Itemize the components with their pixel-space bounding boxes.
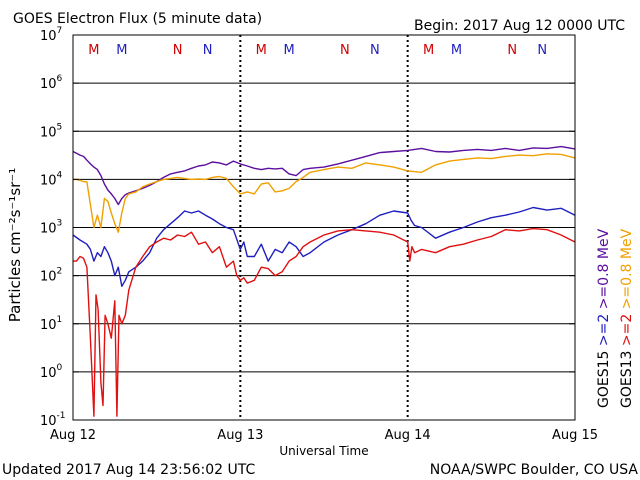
event-marker: M xyxy=(423,43,434,58)
series-line-1 xyxy=(73,153,576,233)
footer-updated: Updated 2017 Aug 14 23:56:02 UTC xyxy=(2,462,255,478)
event-marker: M xyxy=(256,43,267,58)
event-marker: N xyxy=(507,43,517,58)
x-tick-label: Aug 12 xyxy=(50,428,96,443)
y-tick-label: 105 xyxy=(40,122,62,140)
x-tick-label: Aug 15 xyxy=(552,428,598,443)
y-tick-label: 107 xyxy=(40,26,62,44)
y-axis-label: Particles cm⁻²s⁻¹sr⁻¹ xyxy=(6,168,24,322)
event-marker: M xyxy=(116,43,127,58)
y-tick-label: 10-1 xyxy=(40,411,66,429)
event-marker: N xyxy=(370,43,380,58)
legend-entry-goes13: GOES13 >=2 >=0.8 MeV xyxy=(619,228,635,408)
event-marker: M xyxy=(284,43,295,58)
chart-title: GOES Electron Flux (5 minute data) xyxy=(13,11,262,27)
event-marker: N xyxy=(537,43,547,58)
series-layer xyxy=(72,145,576,417)
x-tick-label: Aug 13 xyxy=(217,428,263,443)
x-tick-labels: Aug 12 Aug 13 Aug 14 Aug 15 xyxy=(50,428,598,443)
event-marker: N xyxy=(203,43,213,58)
series-line-2 xyxy=(72,206,576,287)
footer-credit: NOAA/SWPC Boulder, CO USA xyxy=(430,462,639,478)
y-tick-label: 103 xyxy=(40,219,62,237)
y-tick-label: 102 xyxy=(40,267,62,285)
y-tick-label: 104 xyxy=(40,170,63,188)
event-marker: N xyxy=(173,43,183,58)
y-tick-label: 106 xyxy=(40,74,63,92)
event-marker: N xyxy=(340,43,350,58)
series-line-0 xyxy=(72,145,576,206)
x-axis-label: Universal Time xyxy=(279,444,368,458)
y-tick-label: 100 xyxy=(40,363,63,381)
begin-label: Begin: 2017 Aug 12 0000 UTC xyxy=(414,18,625,34)
event-marker: M xyxy=(88,43,99,58)
legend: GOES15 >=2 >=0.8 MeV GOES13 >=2 >=0.8 MeV xyxy=(596,228,635,408)
x-tick-label: Aug 14 xyxy=(385,428,431,443)
grid-lines xyxy=(73,35,575,420)
event-marker: M xyxy=(451,43,462,58)
y-tick-label: 101 xyxy=(40,315,62,333)
legend-entry-goes15: GOES15 >=2 >=0.8 MeV xyxy=(596,228,612,408)
series-line-3 xyxy=(73,227,576,417)
